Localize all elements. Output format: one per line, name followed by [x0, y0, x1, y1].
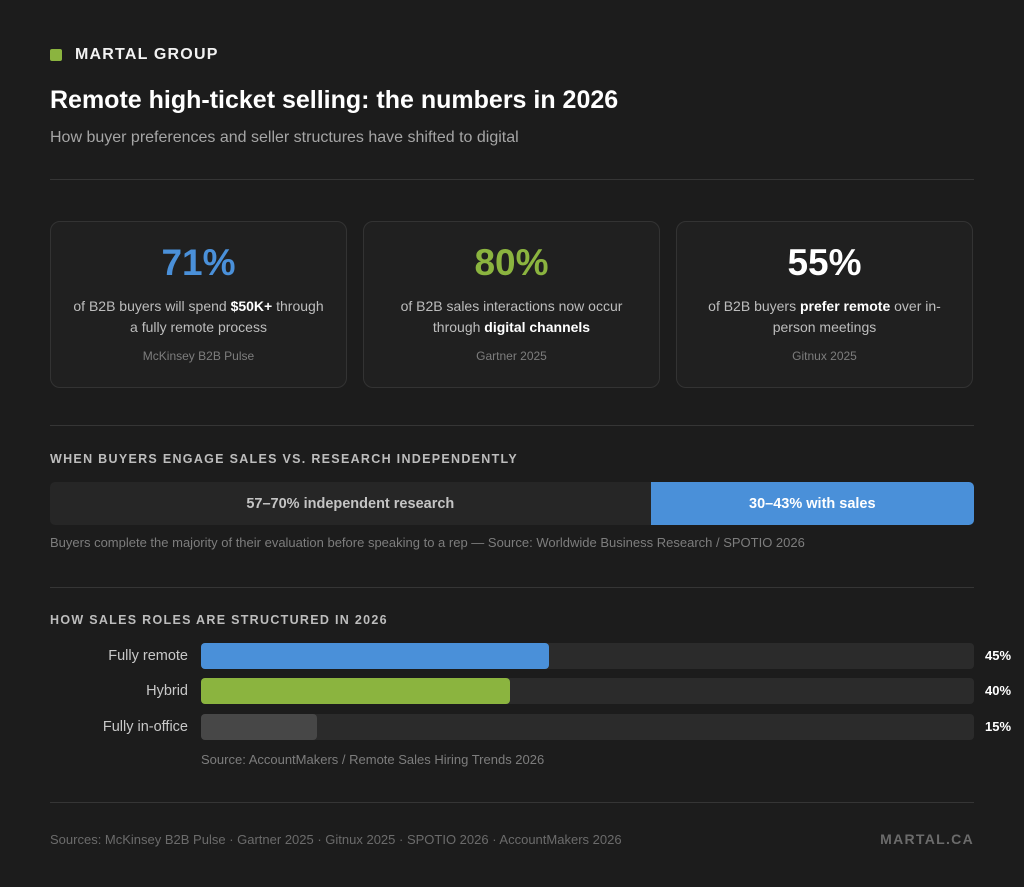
page-subtitle: How buyer preferences and seller structu… — [50, 129, 519, 146]
stat-value: 80% — [474, 242, 549, 283]
divider — [50, 425, 974, 426]
research-segment: 57–70% independent research — [50, 482, 651, 525]
stat-source: Gitnux 2025 — [792, 349, 857, 363]
chart-source: Source: AccountMakers / Remote Sales Hir… — [201, 752, 545, 767]
engagement-note: Buyers complete the majority of their ev… — [50, 535, 805, 550]
bar-category-label: Hybrid — [146, 683, 188, 699]
stat-value: 55% — [787, 242, 862, 283]
divider — [50, 802, 974, 803]
stat-description: of B2B buyers will spend $50K+ through a… — [73, 298, 324, 335]
stat-card: 55% of B2B buyers prefer remote over in-… — [676, 221, 973, 388]
brand-name: MARTAL GROUP — [75, 46, 219, 63]
bar-value-label: 15% — [985, 719, 1012, 734]
bar-value-label: 40% — [985, 683, 1012, 698]
footer-site: MARTAL.CA — [880, 831, 974, 847]
bar — [201, 678, 511, 704]
brand-square-icon — [50, 49, 62, 61]
stat-source: Gartner 2025 — [476, 349, 547, 363]
divider — [50, 179, 974, 180]
bar-row: Fully in-office 15% — [0, 714, 1024, 740]
engagement-heading: WHEN BUYERS ENGAGE SALES VS. RESEARCH IN… — [50, 452, 518, 466]
divider — [50, 587, 974, 588]
bar-row: Fully remote 45% — [0, 643, 1024, 669]
brand: MARTAL GROUP — [50, 46, 219, 64]
bar-track — [201, 678, 974, 704]
stat-card: 71% of B2B buyers will spend $50K+ throu… — [50, 221, 347, 388]
roles-heading: HOW SALES ROLES ARE STRUCTURED IN 2026 — [50, 613, 388, 627]
bar-row: Hybrid 40% — [0, 678, 1024, 704]
stat-cards: 71% of B2B buyers will spend $50K+ throu… — [50, 221, 973, 388]
stat-source: McKinsey B2B Pulse — [142, 349, 255, 363]
bar — [201, 643, 549, 669]
bar-track — [201, 643, 974, 669]
stat-value: 71% — [161, 242, 236, 283]
footer-sources: Sources: McKinsey B2B Pulse · Gartner 20… — [50, 832, 622, 847]
page-title: Remote high-ticket selling: the numbers … — [50, 86, 619, 114]
engagement-split-bar: 57–70% independent research 30–43% with … — [50, 482, 974, 525]
stat-description: of B2B buyers prefer remote over in-pers… — [708, 298, 941, 335]
bar-category-label: Fully in-office — [102, 719, 188, 735]
bar — [201, 714, 317, 740]
bar-track — [201, 714, 974, 740]
sales-segment: 30–43% with sales — [650, 482, 974, 525]
bar-category-label: Fully remote — [108, 648, 188, 664]
stat-description: of B2B sales interactions now occur thro… — [400, 298, 623, 335]
stat-card: 80% of B2B sales interactions now occur … — [363, 221, 660, 388]
bar-value-label: 45% — [985, 648, 1012, 663]
